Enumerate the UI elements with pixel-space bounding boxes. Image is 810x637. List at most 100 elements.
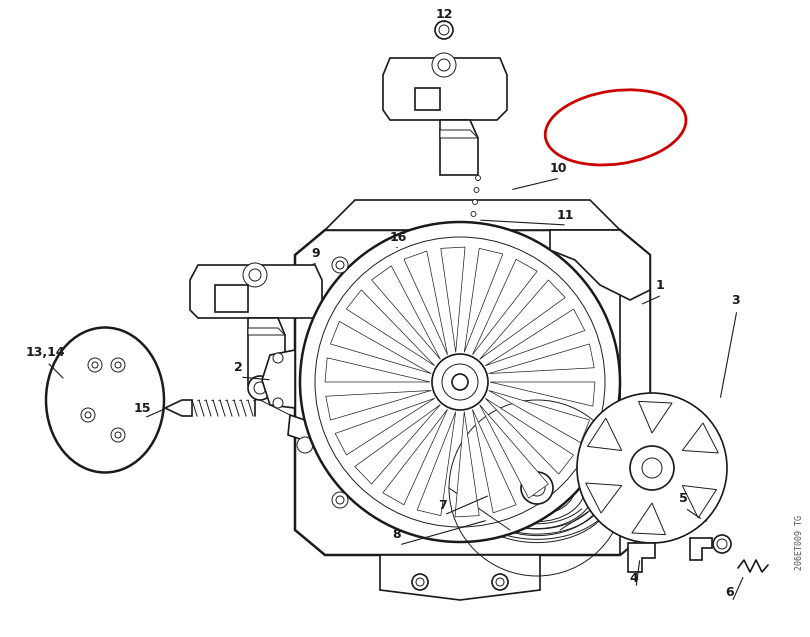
Polygon shape <box>587 418 622 450</box>
Circle shape <box>81 408 95 422</box>
Bar <box>662 479 674 489</box>
Circle shape <box>336 261 344 269</box>
Polygon shape <box>248 318 285 385</box>
Circle shape <box>85 412 91 418</box>
Polygon shape <box>455 412 480 517</box>
Circle shape <box>439 25 449 35</box>
Circle shape <box>442 364 478 400</box>
Circle shape <box>596 496 604 504</box>
Text: 13,14: 13,14 <box>25 345 65 359</box>
Text: 6: 6 <box>726 585 735 599</box>
Circle shape <box>273 353 283 363</box>
Polygon shape <box>620 230 650 555</box>
Circle shape <box>254 382 266 394</box>
Polygon shape <box>326 390 431 420</box>
Bar <box>598 511 610 521</box>
Polygon shape <box>295 230 650 555</box>
Circle shape <box>248 376 272 400</box>
Polygon shape <box>628 543 655 572</box>
Bar <box>678 447 690 457</box>
Circle shape <box>111 428 125 442</box>
Polygon shape <box>417 412 456 515</box>
Circle shape <box>438 59 450 71</box>
Polygon shape <box>472 259 537 355</box>
Bar <box>614 495 626 505</box>
Polygon shape <box>325 200 620 230</box>
Bar <box>678 495 690 505</box>
Bar <box>694 415 706 425</box>
Circle shape <box>577 393 727 543</box>
Circle shape <box>468 236 473 241</box>
Text: 7: 7 <box>437 499 446 512</box>
Circle shape <box>642 458 662 478</box>
Bar <box>694 463 706 473</box>
Circle shape <box>315 237 605 527</box>
Bar <box>646 495 658 505</box>
Circle shape <box>111 358 125 372</box>
Bar <box>614 431 626 441</box>
Circle shape <box>630 446 674 490</box>
Bar <box>630 479 642 489</box>
Polygon shape <box>347 290 435 366</box>
Text: 206ET009 TG: 206ET009 TG <box>795 515 804 570</box>
Bar <box>678 479 690 489</box>
Polygon shape <box>485 398 573 474</box>
Polygon shape <box>485 309 585 366</box>
Circle shape <box>432 354 488 410</box>
Circle shape <box>452 374 468 390</box>
Polygon shape <box>383 58 507 120</box>
Bar <box>598 447 610 457</box>
Circle shape <box>243 263 267 287</box>
Polygon shape <box>480 280 565 359</box>
Bar <box>630 495 642 505</box>
Bar <box>662 511 674 521</box>
Polygon shape <box>440 130 478 138</box>
Polygon shape <box>380 555 540 600</box>
Circle shape <box>416 578 424 586</box>
Polygon shape <box>480 404 548 498</box>
Bar <box>630 431 642 441</box>
Bar <box>614 511 626 521</box>
Polygon shape <box>190 265 322 318</box>
Text: 5: 5 <box>679 492 688 505</box>
Circle shape <box>115 362 121 368</box>
Bar <box>614 463 626 473</box>
Circle shape <box>332 492 348 508</box>
Circle shape <box>472 199 478 204</box>
Polygon shape <box>490 382 595 406</box>
Polygon shape <box>441 247 465 352</box>
Text: 8: 8 <box>393 529 401 541</box>
Polygon shape <box>682 423 718 453</box>
Polygon shape <box>165 400 192 416</box>
Text: 12: 12 <box>435 8 453 20</box>
Polygon shape <box>248 328 285 335</box>
Polygon shape <box>682 485 717 518</box>
Circle shape <box>474 187 479 192</box>
Polygon shape <box>330 322 431 373</box>
Circle shape <box>332 257 348 273</box>
Bar <box>614 415 626 425</box>
Circle shape <box>596 261 604 269</box>
Polygon shape <box>383 410 448 505</box>
Polygon shape <box>288 415 320 445</box>
Polygon shape <box>690 538 712 560</box>
Circle shape <box>92 362 98 368</box>
Polygon shape <box>488 344 595 373</box>
Polygon shape <box>550 230 650 300</box>
Text: 9: 9 <box>312 247 320 259</box>
Circle shape <box>88 358 102 372</box>
Circle shape <box>115 432 121 438</box>
Polygon shape <box>335 398 435 455</box>
Circle shape <box>713 535 731 553</box>
Circle shape <box>432 53 456 77</box>
Circle shape <box>475 176 480 180</box>
Circle shape <box>592 492 608 508</box>
Circle shape <box>465 259 470 264</box>
Polygon shape <box>632 503 666 534</box>
Polygon shape <box>355 404 441 484</box>
Bar <box>646 463 658 473</box>
Bar <box>598 463 610 473</box>
Text: 11: 11 <box>556 208 573 222</box>
Circle shape <box>297 437 313 453</box>
Bar <box>694 447 706 457</box>
